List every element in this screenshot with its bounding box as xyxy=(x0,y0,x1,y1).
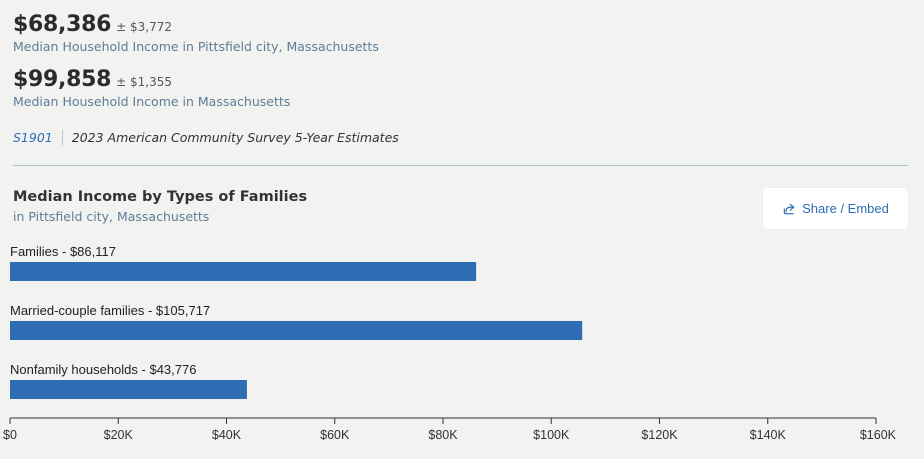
x-tick-label: $0 xyxy=(3,428,17,442)
x-tick-label: $80K xyxy=(428,428,458,442)
section-divider xyxy=(13,165,908,166)
source-citation: S1901 2023 American Community Survey 5-Y… xyxy=(13,130,399,145)
bar-label: Families - $86,117 xyxy=(10,244,116,259)
bar xyxy=(10,262,477,281)
stat-label: Median Household Income in Pittsfield ci… xyxy=(13,39,379,54)
bar-label: Nonfamily households - $43,776 xyxy=(10,362,196,377)
chart-title: Median Income by Types of Families xyxy=(13,189,308,205)
stat-margin-of-error: ± $1,355 xyxy=(116,75,172,89)
bar-label: Married-couple families - $105,717 xyxy=(10,303,210,318)
chart-subtitle: in Pittsfield city, Massachusetts xyxy=(13,209,210,224)
stat-label: Median Household Income in Massachusetts xyxy=(13,94,291,109)
x-tick-label: $100K xyxy=(533,428,570,442)
source-description: 2023 American Community Survey 5-Year Es… xyxy=(71,130,399,145)
stat-margin-of-error: ± $3,772 xyxy=(116,20,172,34)
stat-massachusetts: $99,858 ± $1,355 Median Household Income… xyxy=(13,67,290,109)
x-tick-label: $140K xyxy=(750,428,787,442)
x-tick-label: $60K xyxy=(320,428,350,442)
share-icon xyxy=(783,203,795,214)
share-embed-label: Share / Embed xyxy=(802,201,889,216)
stat-value: $68,386 xyxy=(13,12,112,37)
x-tick-label: $40K xyxy=(212,428,242,442)
x-tick-label: $20K xyxy=(104,428,134,442)
source-table-link[interactable]: S1901 xyxy=(13,130,53,145)
stat-pittsfield: $68,386 ± $3,772 Median Household Income… xyxy=(13,12,379,54)
x-tick-label: $120K xyxy=(641,428,678,442)
bar xyxy=(10,380,247,399)
stat-value: $99,858 xyxy=(13,67,112,92)
x-tick-label: $160K xyxy=(860,428,897,442)
share-embed-button[interactable]: Share / Embed xyxy=(763,188,908,229)
source-separator xyxy=(61,130,63,145)
bar xyxy=(10,321,583,340)
